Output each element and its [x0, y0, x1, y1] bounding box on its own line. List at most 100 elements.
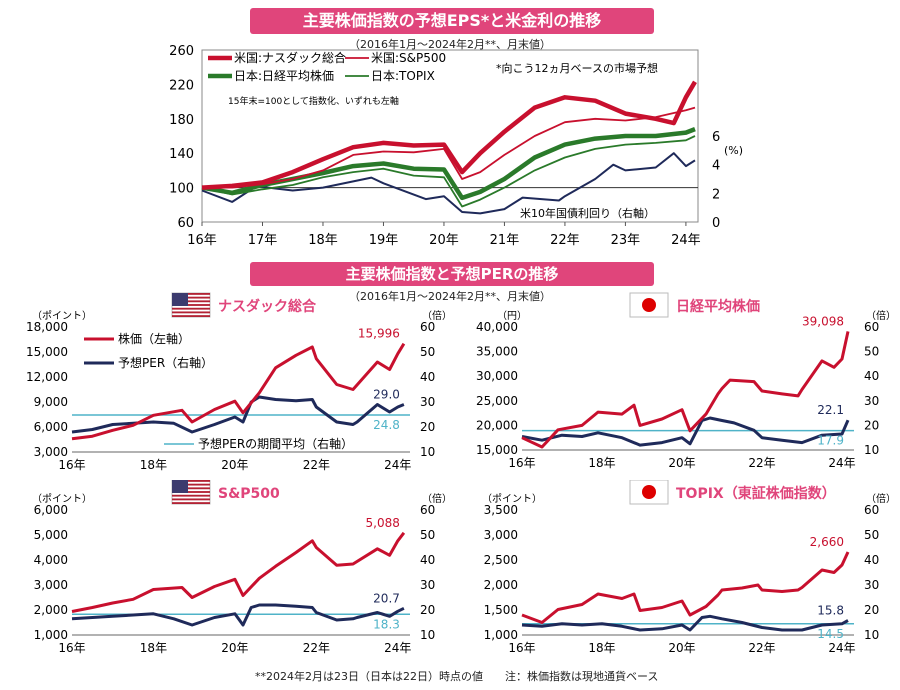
avg-per-label: 17.9	[817, 434, 844, 448]
y-tick-label: 3,000	[34, 578, 68, 592]
flag-stripe	[172, 502, 210, 504]
flag-stripe	[172, 307, 210, 310]
y2-tick-label: 20	[420, 420, 435, 434]
x-tick-label: 16年	[508, 456, 535, 470]
per-line	[521, 416, 850, 447]
y-tick-label: 2,000	[484, 578, 518, 592]
x-tick-label: 23年	[611, 233, 641, 248]
flag-stripe	[172, 293, 210, 295]
y2-tick-label: 60	[420, 503, 435, 517]
x-tick-label: 20年	[221, 641, 248, 655]
y2-tick-label: 10	[864, 443, 879, 457]
y-tick-label: 4,000	[34, 553, 68, 567]
flag-stripe	[172, 483, 210, 486]
y-tick-label: 20,000	[476, 418, 518, 432]
bottom-banner: 主要株価指数と予想PERの推移	[250, 262, 654, 286]
x-tick-label: 18年	[308, 233, 338, 248]
series-line-red-thin	[202, 106, 696, 189]
x-tick-label: 20年	[429, 233, 459, 248]
y-tick-label: 9,000	[34, 395, 68, 409]
x-tick-label: 16年	[58, 458, 85, 472]
avg-per-label: 14.5	[817, 627, 844, 641]
y2-tick-label: 0	[712, 216, 720, 231]
nasdaq-chart: 3,000 6,000 9,000 12,000 15,000 18,000 10 20 30 4…	[26, 292, 450, 472]
y-tick-label: 40,000	[476, 320, 518, 334]
flag-stripe	[172, 304, 210, 306]
y2-tick-label: 60	[420, 320, 435, 334]
legend-label: 米国:S&P500	[371, 51, 446, 65]
avg-per-label: 24.8	[373, 418, 400, 432]
y2-tick-label: 10	[420, 445, 435, 459]
plot-frame	[201, 49, 699, 223]
y-tick-label: 100	[169, 182, 194, 197]
sp500-chart: 1,000 2,000 3,000 4,000 5,000 6,000 10 20 30 40 50…	[32, 480, 450, 655]
price-line	[71, 531, 406, 613]
x-tick-label: 20年	[221, 458, 248, 472]
y-tick-label: 25,000	[476, 394, 518, 408]
y-tick-label: 1,000	[484, 628, 518, 642]
last-price-label: 39,098	[802, 314, 844, 328]
legend-per: 予想PER（右軸）	[118, 355, 213, 370]
x-tick-label: 22年	[550, 233, 580, 248]
y2-tick-label: 20	[864, 603, 879, 617]
last-per-label: 20.7	[373, 591, 400, 605]
x-tick-label: 18年	[140, 458, 167, 472]
y-tick-label: 35,000	[476, 345, 518, 359]
yield-annotation: 米10年国債利回り（右軸）	[520, 206, 655, 220]
y-tick-label: 2,500	[484, 553, 518, 567]
x-tick-label: 22年	[748, 456, 775, 470]
y2-tick-label: 6	[712, 130, 720, 145]
x-tick-label: 18年	[140, 641, 167, 655]
flag-stripe	[172, 311, 210, 314]
last-per-label: 29.0	[373, 388, 400, 402]
bottom-subtitle: （2016年1月～2024年2月**、月末値）	[349, 290, 551, 303]
x-tick-label: 18年	[588, 456, 615, 470]
y2-tick-label: 30	[420, 578, 435, 592]
y-tick-label: 220	[169, 78, 194, 93]
y2-tick-label: 20	[420, 603, 435, 617]
panel-title: S&P500	[218, 486, 280, 502]
last-price-label: 15,996	[358, 327, 400, 341]
legend-label: 米国:ナスダック総合	[234, 50, 346, 65]
y2-tick-label: 60	[864, 503, 879, 517]
last-per-label: 15.8	[817, 604, 844, 618]
y-tick-label: 1,500	[484, 603, 518, 617]
x-tick-label: 17年	[248, 233, 278, 248]
y-unit: （円）	[497, 310, 527, 322]
y2-unit: (%)	[724, 144, 743, 157]
x-tick-label: 24年	[384, 641, 411, 655]
per-line	[521, 614, 849, 632]
panel-title: 日経平均株価	[676, 298, 760, 315]
flag-canton	[172, 293, 188, 306]
legend-price: 株価（左軸）	[118, 331, 190, 346]
y2-tick-label: 40	[864, 553, 879, 567]
top-subtitle: （2016年1月～2024年2月**、月末値）	[349, 38, 551, 51]
y2-unit: （倍）	[422, 492, 450, 505]
y-tick-label: 60	[177, 216, 194, 231]
y2-tick-label: 20	[864, 418, 879, 432]
series-line-navy	[201, 152, 696, 215]
per-line	[71, 603, 405, 627]
series-line-green-thin	[201, 135, 696, 208]
top-banner: 主要株価指数の予想EPS*と米金利の推移	[250, 8, 654, 34]
legend-avg: 予想PERの期間平均（右軸）	[198, 436, 353, 451]
x-tick-label: 16年	[508, 641, 535, 655]
price-line	[521, 331, 850, 449]
nikkei-chart: 15,000 20,000 25,000 30,000 35,000 40,000 10 20…	[476, 292, 896, 470]
footnote: **2024年2月は23日（日本は22日）時点の値 注：株価指数は現地通貨ベース	[255, 670, 659, 683]
y2-tick-label: 50	[420, 345, 435, 359]
last-price-label: 5,088	[366, 516, 400, 530]
last-per-label: 22.1	[817, 403, 844, 417]
panel-title: TOPIX（東証株価指数）	[676, 485, 836, 502]
y-tick-label: 30,000	[476, 369, 518, 383]
x-tick-label: 16年	[187, 233, 217, 248]
flag-stripe	[172, 300, 210, 303]
flag-stripe	[172, 315, 210, 317]
price-line	[71, 342, 406, 441]
forecast-note: *向こう12ヵ月ベースの市場予想	[496, 61, 658, 75]
x-tick-label: 22年	[748, 641, 775, 655]
panel-title: ナスダック総合	[218, 298, 317, 315]
avg-per-label: 18.3	[373, 617, 400, 631]
x-tick-label: 22年	[303, 458, 330, 472]
y2-tick-label: 10	[420, 628, 435, 642]
